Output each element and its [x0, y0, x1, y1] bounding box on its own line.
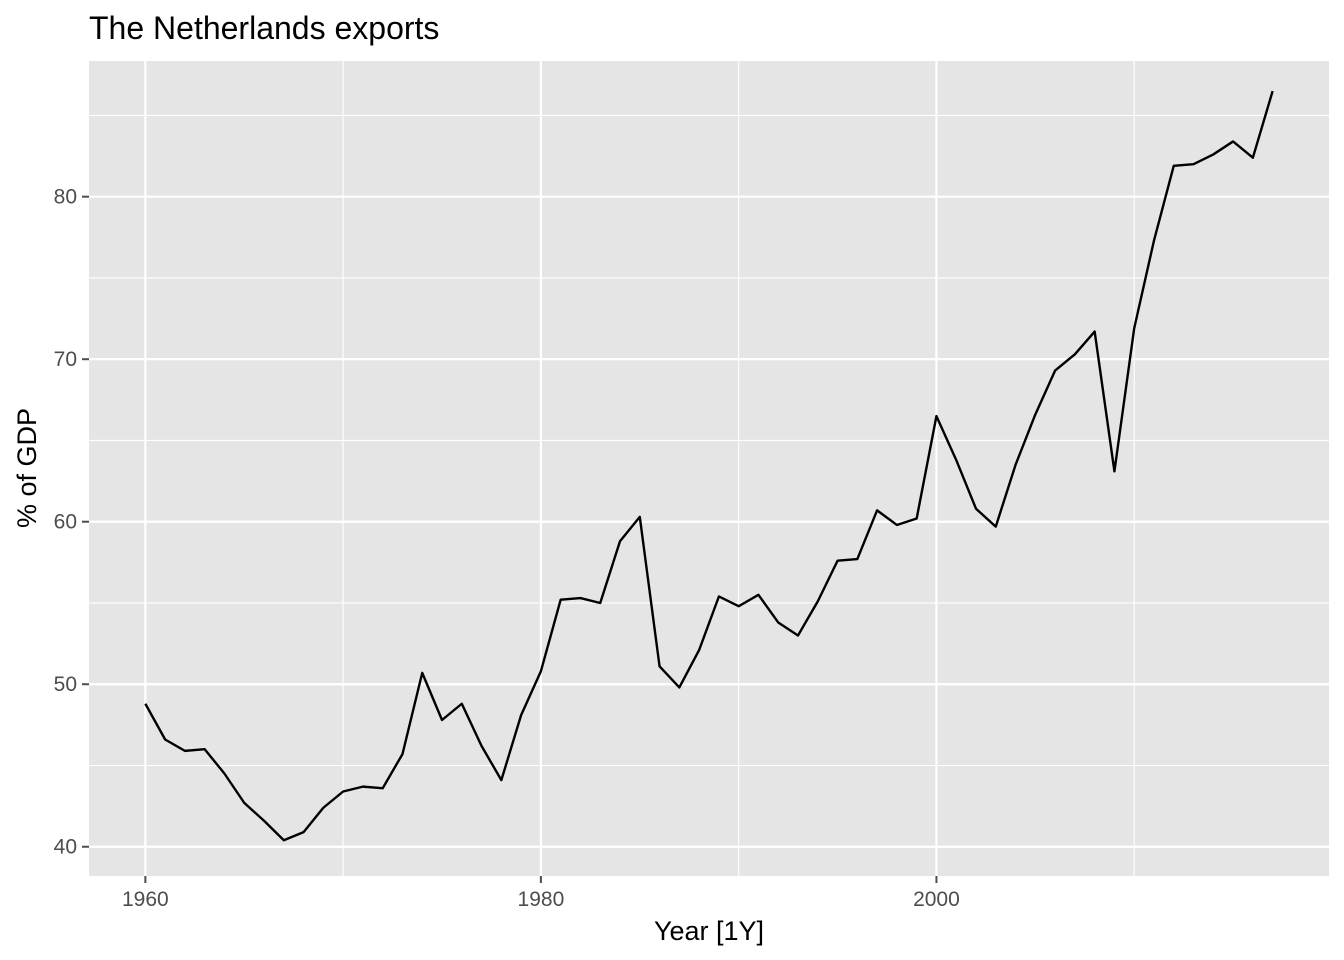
x-axis-title: Year [1Y] — [654, 916, 764, 946]
exports-line — [144, 90, 1274, 842]
y-tick-label: 50 — [54, 673, 77, 696]
y-axis-title: % of GDP — [12, 408, 42, 528]
x-tick-label: 2000 — [913, 888, 960, 911]
y-tick-label: 60 — [54, 511, 77, 534]
x-tick-label: 1980 — [518, 888, 565, 911]
y-tick-label: 70 — [54, 348, 77, 371]
chart-title: The Netherlands exports — [89, 10, 439, 46]
x-tick-label: 1960 — [122, 888, 169, 911]
y-tick-label: 80 — [54, 186, 77, 209]
y-tick-label: 40 — [54, 836, 77, 859]
y-axis: 40 50 60 70 80 — [54, 186, 89, 859]
major-gridlines — [89, 61, 1329, 876]
plot-panel — [89, 61, 1329, 876]
x-axis: 1960 1980 2000 — [122, 876, 960, 911]
